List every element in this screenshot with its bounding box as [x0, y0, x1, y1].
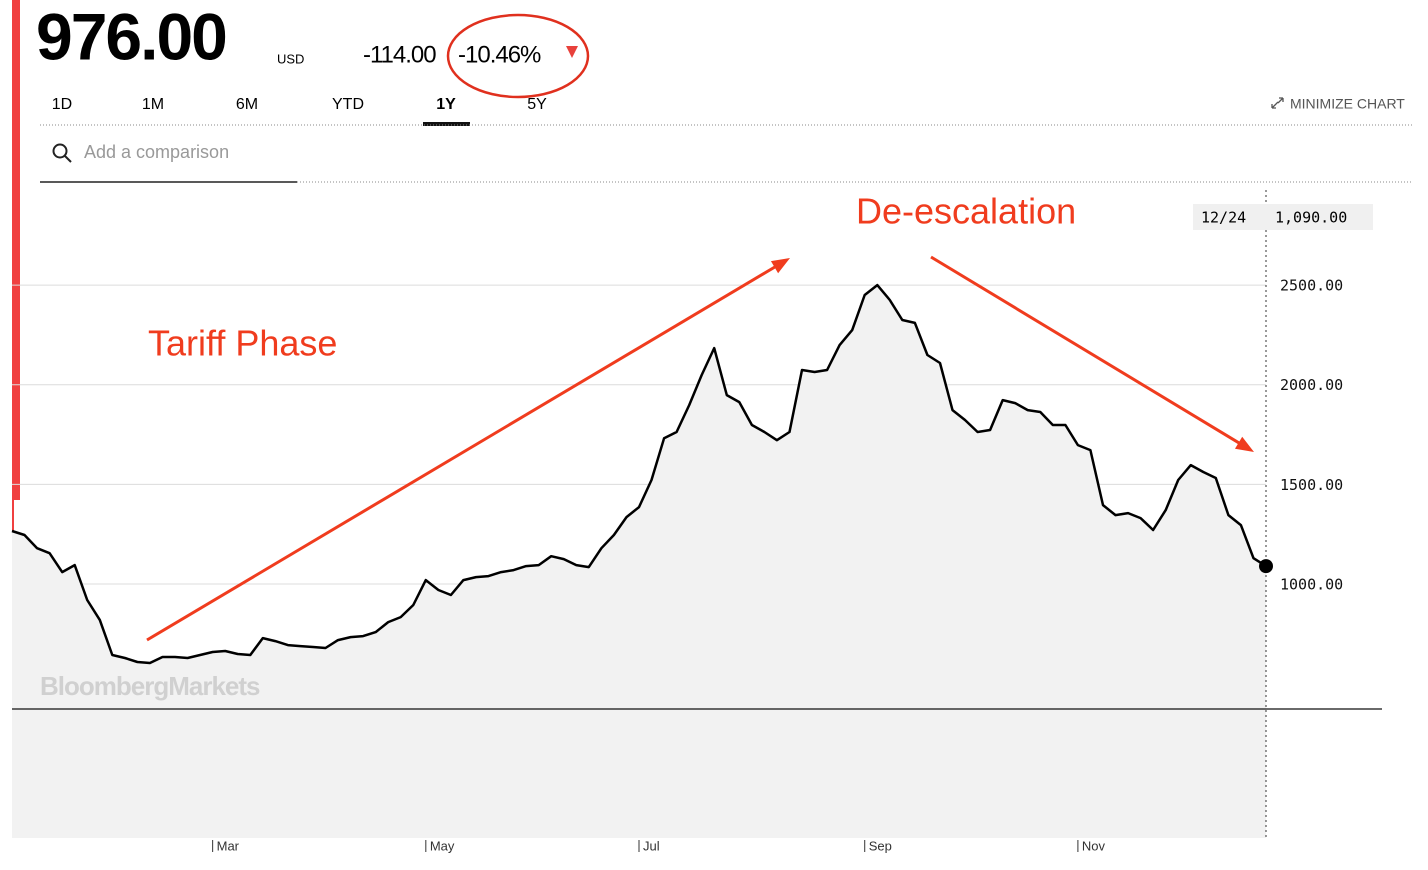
change-percent: -10.46%	[458, 41, 541, 68]
tab[interactable]: 5Y	[527, 96, 547, 113]
down-arrow	[566, 46, 578, 58]
tab[interactable]: YTD	[332, 96, 364, 113]
y-tick-label: 1000.00	[1280, 576, 1343, 594]
annotation-arrow	[146, 264, 779, 642]
tab[interactable]: 6M	[236, 96, 258, 113]
annotation: De-escalation	[856, 191, 1076, 232]
annotation-arrowhead	[1234, 436, 1254, 452]
price: 976.00	[36, 0, 226, 73]
plot: 1000.00 1500.00 2000.00 2500.00 BloombergMar…	[11, 190, 1382, 853]
annotation-arrowhead	[770, 258, 790, 274]
y-tick-label: 1500.00	[1280, 476, 1343, 494]
active-tab-underline	[423, 122, 470, 126]
x-tick-label: Jul	[643, 838, 660, 853]
accent-bar	[12, 0, 20, 500]
x-tick-label: May	[430, 838, 455, 853]
tab[interactable]: 1M	[142, 96, 164, 113]
x-tick-label: Nov	[1082, 838, 1106, 853]
search-input[interactable]: Add a comparison	[84, 142, 229, 162]
x-tick-label: Mar	[217, 838, 240, 853]
area	[12, 285, 1266, 839]
highlight-circle	[446, 13, 590, 99]
currency: USD	[277, 51, 304, 66]
annotation: Tariff Phase	[148, 323, 337, 364]
minimize-icon[interactable]	[1271, 97, 1284, 109]
change: -114.00	[363, 41, 436, 68]
x-tick-label: Sep	[869, 838, 892, 853]
last-label-bg	[1193, 204, 1373, 230]
tab[interactable]: 1D	[52, 96, 72, 113]
minimize-chart[interactable]: MINIMIZE CHART	[1290, 96, 1405, 112]
y-tick-label: 2000.00	[1280, 376, 1343, 394]
annotation-arrow	[930, 255, 1243, 446]
search-icon	[52, 143, 68, 159]
watermark: BloombergMarkets	[40, 671, 260, 701]
last-value: 1,090.00	[1275, 209, 1347, 227]
last-date: 12/24	[1201, 209, 1246, 227]
tabs: 1D 1M 6M YTD 1Y 5Y	[52, 96, 547, 126]
last-point	[1259, 559, 1273, 574]
price-line	[11, 283, 1267, 665]
y-tick-label: 2500.00	[1280, 277, 1343, 295]
tab[interactable]: 1Y	[436, 96, 456, 113]
search-icon-handle	[64, 155, 72, 163]
